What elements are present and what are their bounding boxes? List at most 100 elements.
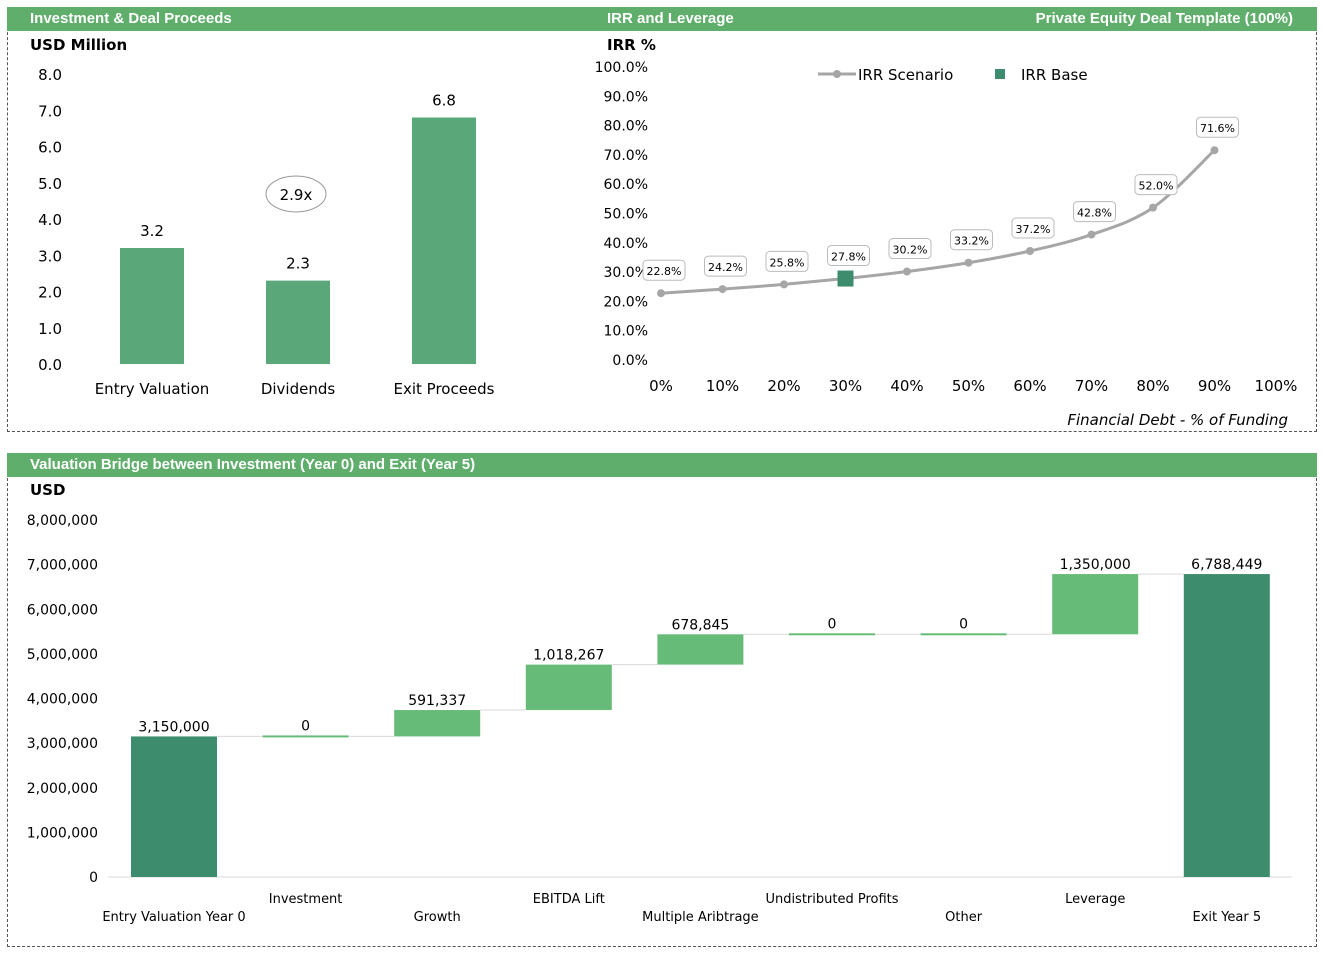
bridge-bar xyxy=(789,633,875,636)
irr-y-tick-label: 60.0% xyxy=(604,177,648,193)
irr-data-label-box xyxy=(642,259,686,281)
irr-y-tick-label: 100.0% xyxy=(595,60,648,76)
proceeds-y-tick-label: 7.0 xyxy=(38,102,62,120)
bridge-y-tick-label: 1,000,000 xyxy=(27,825,98,841)
irr-data-label-box xyxy=(827,245,870,267)
irr-scenario-point xyxy=(780,280,788,289)
irr-scenario-point xyxy=(1026,247,1034,256)
irr-y-tick-label: 30.0% xyxy=(604,265,648,281)
irr-x-tick-label: 40% xyxy=(890,377,923,395)
irr-x-tick-label: 50% xyxy=(952,377,985,395)
bridge-data-label: 6,788,449 xyxy=(1191,557,1262,573)
irr-x-tick-label: 10% xyxy=(706,377,739,395)
irr-y-tick-label: 20.0% xyxy=(604,294,648,310)
irr-x-axis-title: Financial Debt - % of Funding xyxy=(1067,411,1288,429)
irr-scenario-point xyxy=(1149,203,1157,212)
investment-proceeds-title: Investment & Deal Proceeds xyxy=(30,10,232,27)
proceeds-bar xyxy=(412,117,476,364)
irr-data-label: 71.6% xyxy=(1200,122,1235,135)
bridge-y-tick-label: 5,000,000 xyxy=(27,647,98,663)
irr-y-axis-title: IRR % xyxy=(607,36,656,54)
bridge-x-tick-label: Other xyxy=(945,910,983,925)
irr-data-label: 22.8% xyxy=(647,265,682,278)
proceeds-y-tick-label: 4.0 xyxy=(38,211,62,229)
irr-data-label-box xyxy=(950,229,993,251)
irr-data-label: 27.8% xyxy=(831,251,866,264)
multiple-ellipse xyxy=(265,175,327,213)
irr-data-label-box xyxy=(888,238,932,260)
proceeds-x-tick-label: Exit Proceeds xyxy=(393,380,494,398)
proceeds-x-tick-label: Entry Valuation xyxy=(95,380,210,398)
bridge-data-label: 0 xyxy=(959,616,968,632)
bridge-bar xyxy=(920,633,1007,636)
irr-data-label: 52.0% xyxy=(1139,180,1174,193)
irr-x-tick-label: 30% xyxy=(829,377,862,395)
bridge-data-label: 3,150,000 xyxy=(138,719,209,735)
valuation-bridge-title: Valuation Bridge between Investment (Yea… xyxy=(30,456,476,473)
bridge-x-tick-label: EBITDA Lift xyxy=(533,892,605,907)
irr-y-tick-label: 80.0% xyxy=(604,119,648,135)
proceeds-data-label: 2.3 xyxy=(286,255,310,273)
irr-y-tick-label: 10.0% xyxy=(604,324,648,340)
template-title: Private Equity Deal Template (100%) xyxy=(1035,10,1293,27)
irr-y-tick-label: 50.0% xyxy=(604,207,648,223)
proceeds-data-label: 3.2 xyxy=(140,222,164,240)
bridge-data-label: 678,845 xyxy=(671,617,729,633)
bridge-bar xyxy=(394,710,481,737)
proceeds-y-tick-label: 2.0 xyxy=(38,284,62,302)
irr-data-label-box xyxy=(1011,217,1055,239)
bridge-data-label: 0 xyxy=(301,718,310,734)
bridge-y-tick-label: 3,000,000 xyxy=(27,736,98,752)
multiple-annotation: 2.9x xyxy=(280,186,313,204)
proceeds-y-axis-title: USD Million xyxy=(30,36,127,54)
irr-y-tick-label: 40.0% xyxy=(604,236,648,252)
bridge-x-tick-label: Entry Valuation Year 0 xyxy=(102,910,245,925)
proceeds-y-tick-label: 8.0 xyxy=(38,66,62,84)
bridge-x-tick-label: Undistributed Profits xyxy=(765,892,898,907)
irr-scenario-point xyxy=(1087,230,1096,239)
irr-data-label-box xyxy=(765,250,809,272)
bottom-panel-header: Valuation Bridge between Investment (Yea… xyxy=(7,453,1317,477)
irr-leverage-title: IRR and Leverage xyxy=(607,10,734,27)
irr-x-tick-label: 100% xyxy=(1255,377,1298,395)
irr-scenario-point xyxy=(1210,146,1219,155)
irr-data-label: 25.8% xyxy=(770,256,805,269)
legend-scenario-label: IRR Scenario xyxy=(858,66,953,84)
legend-base-marker xyxy=(995,69,1005,79)
bridge-x-tick-label: Investment xyxy=(269,892,343,907)
bridge-x-tick-label: Leverage xyxy=(1065,892,1125,907)
bridge-bar xyxy=(657,634,744,665)
legend-scenario-marker xyxy=(833,70,841,78)
proceeds-x-tick-label: Dividends xyxy=(261,380,336,398)
bridge-x-tick-label: Growth xyxy=(414,910,461,925)
irr-x-tick-label: 0% xyxy=(649,377,673,395)
irr-data-label-box xyxy=(1134,174,1178,196)
bridge-bar xyxy=(1183,574,1270,877)
bridge-bar xyxy=(262,735,349,738)
irr-scenario-point xyxy=(718,285,727,294)
bridge-y-tick-label: 0 xyxy=(89,870,98,886)
irr-x-tick-label: 20% xyxy=(767,377,800,395)
irr-data-label-box xyxy=(704,255,747,277)
irr-x-tick-label: 70% xyxy=(1075,377,1108,395)
irr-data-label-box xyxy=(1073,201,1116,223)
bridge-bar xyxy=(131,736,217,877)
bridge-x-tick-label: Exit Year 5 xyxy=(1192,910,1261,925)
proceeds-y-tick-label: 6.0 xyxy=(38,139,62,157)
irr-y-tick-label: 90.0% xyxy=(604,89,648,105)
proceeds-data-label: 6.8 xyxy=(432,92,456,110)
irr-y-tick-label: 0.0% xyxy=(612,353,648,369)
bridge-data-label: 1,018,267 xyxy=(533,648,604,664)
irr-data-label: 30.2% xyxy=(893,244,928,257)
irr-data-label: 42.8% xyxy=(1077,207,1112,220)
irr-scenario-point xyxy=(964,258,973,267)
irr-scenario-line xyxy=(660,149,1216,295)
irr-data-label: 24.2% xyxy=(708,261,743,274)
bridge-y-tick-label: 7,000,000 xyxy=(27,558,98,574)
proceeds-y-tick-label: 3.0 xyxy=(38,247,62,265)
bridge-data-label: 1,350,000 xyxy=(1060,557,1131,573)
bridge-y-axis-title: USD xyxy=(30,481,65,499)
bridge-y-tick-label: 8,000,000 xyxy=(27,513,98,529)
bridge-bar xyxy=(525,664,612,711)
